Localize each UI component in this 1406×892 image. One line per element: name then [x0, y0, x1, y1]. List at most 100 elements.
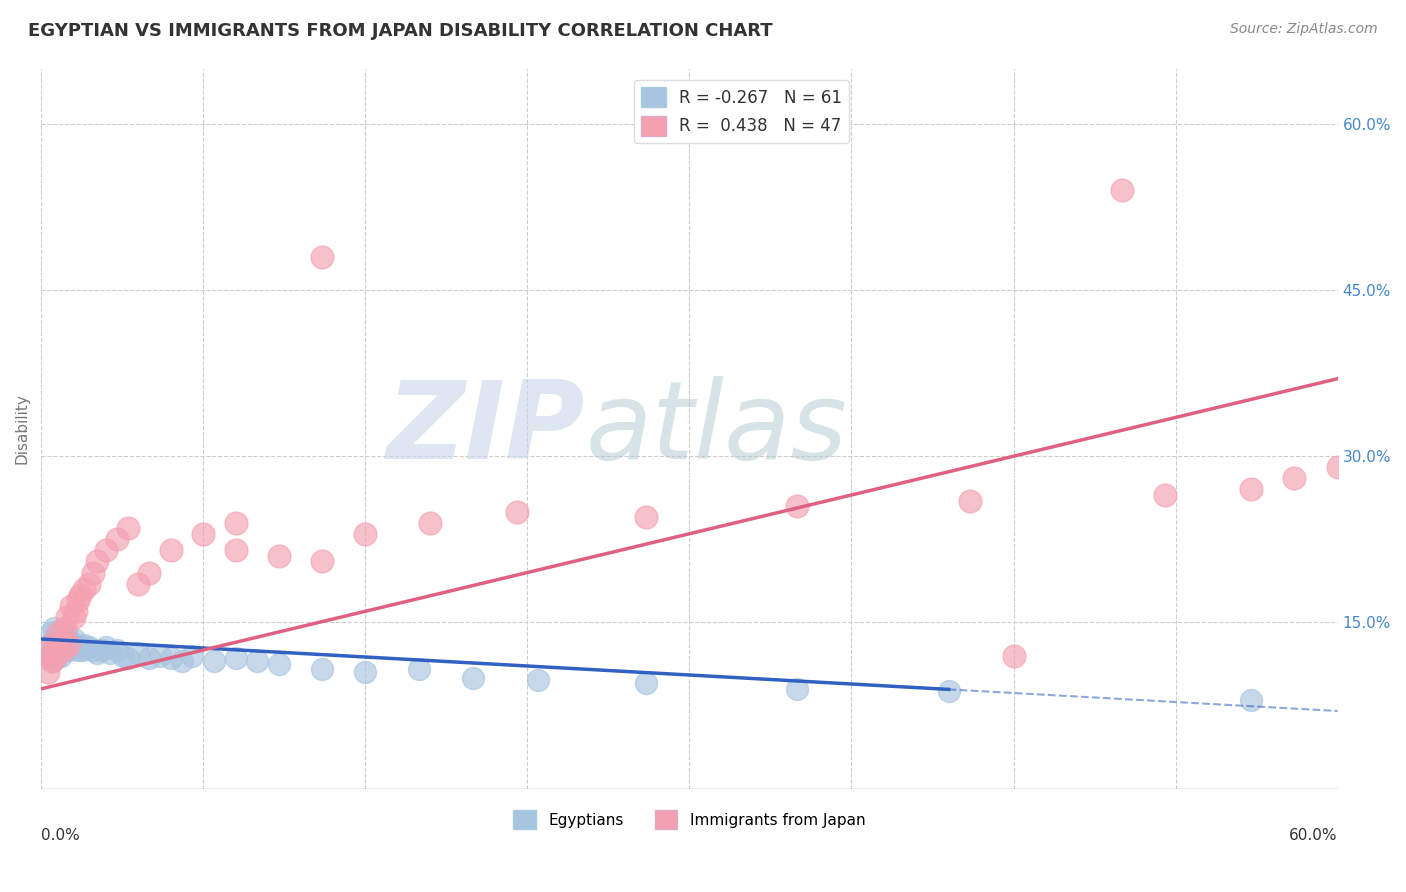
Point	[193, 526, 215, 541]
Point	[1240, 483, 1263, 497]
Point	[959, 493, 981, 508]
Point	[463, 671, 485, 685]
Point	[311, 250, 333, 264]
Point	[225, 516, 247, 530]
Point	[58, 643, 80, 657]
Point	[42, 643, 65, 657]
Point	[105, 533, 128, 547]
Point	[1002, 648, 1025, 663]
Point	[49, 638, 72, 652]
Point	[149, 648, 172, 663]
Point	[938, 684, 960, 698]
Point	[62, 632, 84, 646]
Point	[138, 566, 160, 580]
Point	[70, 643, 93, 657]
Point	[117, 521, 139, 535]
Point	[73, 582, 96, 596]
Point	[1111, 183, 1133, 197]
Point	[1153, 488, 1175, 502]
Text: atlas: atlas	[586, 376, 848, 481]
Point	[94, 543, 117, 558]
Point	[45, 629, 67, 643]
Point	[636, 510, 658, 524]
Point	[117, 650, 139, 665]
Point	[127, 647, 149, 661]
Point	[41, 654, 63, 668]
Point	[98, 647, 121, 661]
Point	[112, 648, 135, 663]
Point	[138, 650, 160, 665]
Point	[1326, 460, 1348, 475]
Point	[37, 665, 59, 680]
Point	[181, 648, 204, 663]
Point	[56, 610, 79, 624]
Point	[311, 662, 333, 676]
Point	[90, 643, 112, 657]
Point	[66, 593, 89, 607]
Point	[37, 648, 59, 663]
Point	[52, 632, 75, 646]
Point	[77, 576, 100, 591]
Point	[408, 662, 430, 676]
Point	[225, 543, 247, 558]
Point	[86, 554, 108, 568]
Point	[56, 638, 79, 652]
Point	[38, 638, 60, 652]
Point	[48, 643, 70, 657]
Point	[41, 654, 63, 668]
Point	[69, 588, 91, 602]
Point	[38, 626, 60, 640]
Point	[786, 499, 808, 513]
Legend: Egyptians, Immigrants from Japan: Egyptians, Immigrants from Japan	[508, 804, 872, 835]
Point	[41, 643, 63, 657]
Point	[82, 566, 104, 580]
Point	[66, 643, 89, 657]
Point	[267, 657, 290, 672]
Point	[53, 621, 76, 635]
Point	[52, 626, 75, 640]
Point	[38, 648, 60, 663]
Point	[49, 638, 72, 652]
Point	[42, 648, 65, 663]
Point	[49, 648, 72, 663]
Point	[41, 638, 63, 652]
Point	[246, 654, 269, 668]
Point	[48, 624, 70, 639]
Point	[69, 640, 91, 654]
Point	[53, 640, 76, 654]
Point	[60, 638, 83, 652]
Point	[159, 543, 181, 558]
Point	[48, 626, 70, 640]
Point	[202, 654, 225, 668]
Point	[58, 634, 80, 648]
Text: ZIP: ZIP	[387, 376, 586, 482]
Point	[58, 638, 80, 652]
Point	[127, 576, 149, 591]
Text: Source: ZipAtlas.com: Source: ZipAtlas.com	[1230, 22, 1378, 37]
Point	[45, 640, 67, 654]
Point	[311, 554, 333, 568]
Point	[527, 673, 550, 687]
Point	[48, 634, 70, 648]
Point	[86, 647, 108, 661]
Point	[52, 643, 75, 657]
Point	[53, 632, 76, 646]
Point	[52, 635, 75, 649]
Point	[60, 599, 83, 613]
Text: EGYPTIAN VS IMMIGRANTS FROM JAPAN DISABILITY CORRELATION CHART: EGYPTIAN VS IMMIGRANTS FROM JAPAN DISABI…	[28, 22, 773, 40]
Point	[159, 650, 181, 665]
Y-axis label: Disability: Disability	[15, 393, 30, 464]
Point	[105, 643, 128, 657]
Point	[42, 632, 65, 646]
Point	[786, 681, 808, 696]
Point	[73, 638, 96, 652]
Point	[267, 549, 290, 563]
Point	[48, 640, 70, 654]
Point	[419, 516, 441, 530]
Point	[225, 650, 247, 665]
Point	[505, 505, 527, 519]
Text: 60.0%: 60.0%	[1289, 828, 1337, 843]
Point	[77, 640, 100, 654]
Point	[354, 665, 377, 680]
Point	[82, 643, 104, 657]
